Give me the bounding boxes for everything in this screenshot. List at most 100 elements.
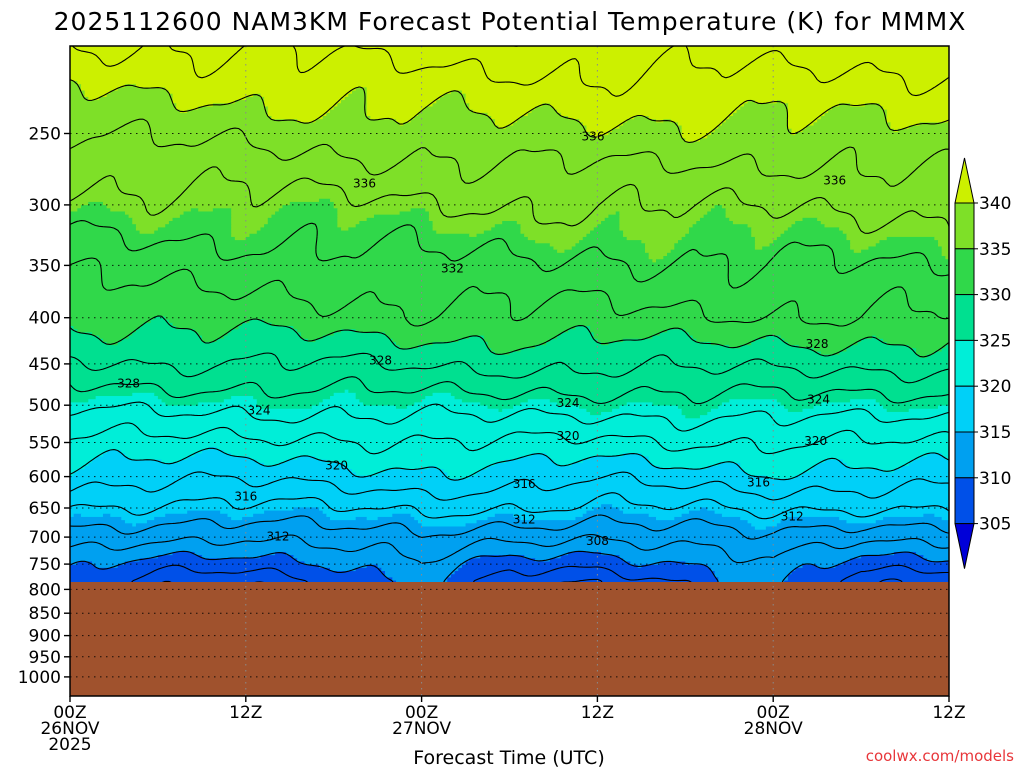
band-cell [256,230,437,235]
band-cell [817,564,837,569]
band-cell [820,402,881,407]
y-tick-label: 450 [29,355,61,375]
band-cell [264,319,949,324]
band-cell [919,456,946,461]
band-cell [886,109,949,114]
band-cell [879,240,939,244]
band-cell [692,224,749,228]
band-cell [319,198,331,203]
band-cell [366,564,379,569]
band-cell [172,217,232,222]
band-cell [70,507,295,512]
band-cell [787,574,949,578]
band-cell [70,166,949,171]
band-cell [70,77,949,82]
band-cell [648,459,826,464]
band-cell [586,510,624,515]
y-tick-label: 250 [29,125,61,145]
band-cell [201,450,225,454]
band-cell [571,462,653,467]
band-cell [70,440,949,445]
band-cell [70,87,82,92]
band-cell [359,221,434,225]
contour-label: 320 [557,429,580,443]
band-cell [835,564,949,569]
band-cell [469,335,485,340]
band-cell [70,450,108,454]
band-cell [70,119,298,123]
band-cell [168,319,251,324]
band-cell [916,351,935,356]
band-cell [560,555,620,559]
band-cell [187,510,221,515]
band-cell [432,221,503,225]
band-cell [886,116,949,120]
band-cell [839,103,851,108]
band-cell [524,233,588,238]
contour-labels: 336 336 336 332 328 328 328 324 324 324 320 320 320 3… [117,130,846,548]
band-cell [70,488,949,493]
band-cell [619,405,679,410]
band-cell [927,558,949,563]
band-cell [337,224,357,228]
band-cell [941,516,949,521]
band-cell [520,402,558,407]
band-cell [875,335,949,340]
band-cell [480,402,522,407]
band-cell [388,335,470,340]
band-cell [231,329,298,333]
band-cell [341,100,368,104]
band-cell [70,389,346,394]
band-cell [458,567,712,572]
band-cell [619,125,683,130]
band-cell [70,558,141,563]
band-cell [443,93,467,98]
band-cell [784,230,844,235]
band-cell [102,513,111,518]
band-cell [765,475,796,480]
band-cell [469,103,544,108]
band-cell [377,564,463,569]
band-cell [626,236,683,241]
band-cell [553,459,584,464]
band-cell [223,335,302,340]
band-cell [535,240,580,244]
band-cell [278,208,338,213]
band-cell [201,555,262,559]
band-cell [70,214,130,219]
band-cell [645,246,675,251]
band-cell [70,294,949,298]
band-cell [70,427,949,432]
band-cell [70,55,949,60]
band-cell [681,131,712,136]
band-cell [520,516,577,521]
band-cell [681,125,719,130]
band-cell [198,402,258,407]
band-cell [348,389,949,394]
band-cell [363,402,415,407]
band-cell [560,112,734,117]
band-cell [839,516,884,521]
band-cell [70,81,78,85]
band-cell [491,227,522,232]
band-cell [846,462,910,467]
band-cell [77,329,137,333]
band-cell [300,332,335,337]
band-cell [560,332,595,337]
band-cell [641,240,679,244]
band-cell [582,513,650,518]
band-cell [377,516,415,521]
band-cell [165,513,229,518]
band-cell [502,408,588,413]
band-cell [941,246,949,251]
band-cell [132,217,174,222]
band-cell [765,335,782,340]
band-cell [190,208,199,213]
band-cell [245,96,265,101]
band-cell [934,351,949,356]
band-cell [754,240,774,244]
band-cell [95,564,119,569]
band-cell [70,501,949,505]
band-cell [161,459,181,464]
band-cell [795,475,949,480]
